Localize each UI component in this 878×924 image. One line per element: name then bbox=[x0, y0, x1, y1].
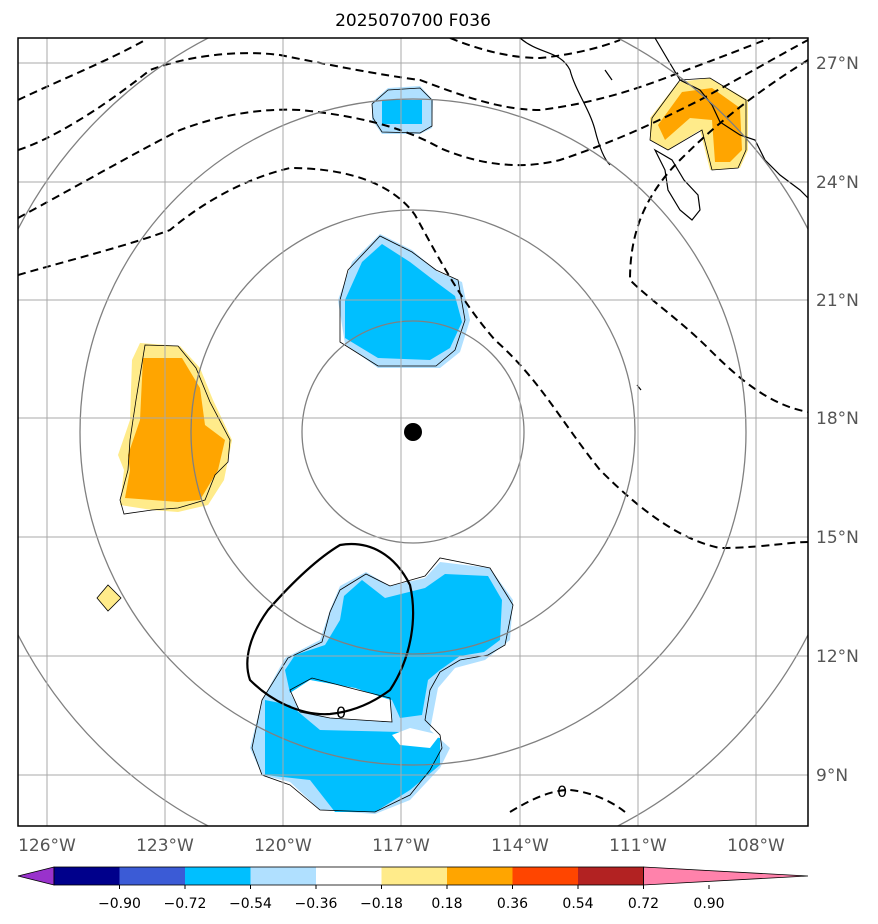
colorbar-tick-label: 0.90 bbox=[693, 896, 724, 912]
latitude-labels: 27°N 24°N 21°N 18°N 15°N 12°N 9°N bbox=[816, 54, 859, 786]
colorbar-tick-label: −0.18 bbox=[360, 896, 403, 912]
colorbar-tick-label: 0.54 bbox=[562, 896, 593, 912]
contour-label-zero-south: 0 bbox=[336, 703, 346, 722]
colorbar-tick-label: −0.90 bbox=[98, 896, 141, 912]
colorbar-frame bbox=[53, 866, 644, 886]
colorbar-tick-label: −0.72 bbox=[164, 896, 207, 912]
longitude-label: 108°W bbox=[727, 836, 785, 856]
colorbar-extend-high bbox=[643, 866, 809, 886]
colorbar-segment bbox=[578, 867, 644, 885]
neutral-gap-south bbox=[290, 680, 392, 722]
map-frame bbox=[17, 37, 809, 827]
latitude-label: 21°N bbox=[816, 291, 859, 311]
latitude-label: 12°N bbox=[816, 647, 859, 667]
colorbar-tick-label: −0.36 bbox=[295, 896, 338, 912]
longitude-label: 120°W bbox=[254, 836, 312, 856]
colorbar-segment bbox=[447, 867, 513, 885]
longitude-label: 123°W bbox=[136, 836, 194, 856]
colorbar: −0.90 −0.72 −0.54 −0.36 −0.18 0.18 0.36 0.54 0.7… bbox=[17, 866, 809, 912]
colorbar-segment bbox=[119, 867, 185, 885]
storm-center-marker bbox=[404, 423, 422, 441]
longitude-labels: 126°W 123°W 120°W 117°W 114°W 111°W 108°W bbox=[18, 836, 785, 856]
zero-contour bbox=[246, 542, 415, 716]
latitude-label: 15°N bbox=[816, 528, 859, 548]
longitude-label: 111°W bbox=[609, 836, 667, 856]
colorbar-segment bbox=[54, 867, 120, 885]
latitude-label: 18°N bbox=[816, 409, 859, 429]
positive-anomaly-northeast-core bbox=[658, 88, 742, 162]
gridlines bbox=[18, 38, 808, 826]
colorbar-tick-label: 0.18 bbox=[431, 896, 462, 912]
latitude-label: 27°N bbox=[816, 54, 859, 74]
latitude-label: 24°N bbox=[816, 173, 859, 193]
latitude-label: 9°N bbox=[816, 766, 848, 786]
map-area: 0 0 bbox=[18, 38, 808, 826]
longitude-label: 117°W bbox=[372, 836, 430, 856]
colorbar-segment bbox=[381, 867, 447, 885]
map-title: 2025070700 F036 bbox=[335, 11, 491, 31]
contour-label-zero-southeast: 0 bbox=[557, 782, 567, 801]
colorbar-segment bbox=[250, 867, 316, 885]
neutral-gap-south-2 bbox=[392, 728, 440, 748]
colorbar-tick-label: −0.54 bbox=[229, 896, 272, 912]
dashed-isolines bbox=[18, 38, 808, 813]
range-rings bbox=[18, 38, 808, 826]
colorbar-segment bbox=[316, 867, 382, 885]
longitude-label: 114°W bbox=[491, 836, 549, 856]
colorbar-segment bbox=[512, 867, 578, 885]
colorbar-tick-label: 0.72 bbox=[628, 896, 659, 912]
coastline bbox=[519, 38, 808, 391]
colorbar-tick-label: 0.36 bbox=[497, 896, 528, 912]
shaded-fields bbox=[97, 78, 748, 814]
positive-anomaly-small bbox=[97, 585, 121, 611]
colorbar-extend-low bbox=[17, 866, 55, 886]
negative-anomaly-central-core bbox=[345, 244, 462, 360]
longitude-label: 126°W bbox=[18, 836, 76, 856]
outline-contours bbox=[96, 77, 747, 813]
colorbar-segment bbox=[185, 867, 251, 885]
positive-anomaly-west-core bbox=[125, 358, 225, 502]
negative-anomaly-north-core bbox=[382, 100, 422, 124]
